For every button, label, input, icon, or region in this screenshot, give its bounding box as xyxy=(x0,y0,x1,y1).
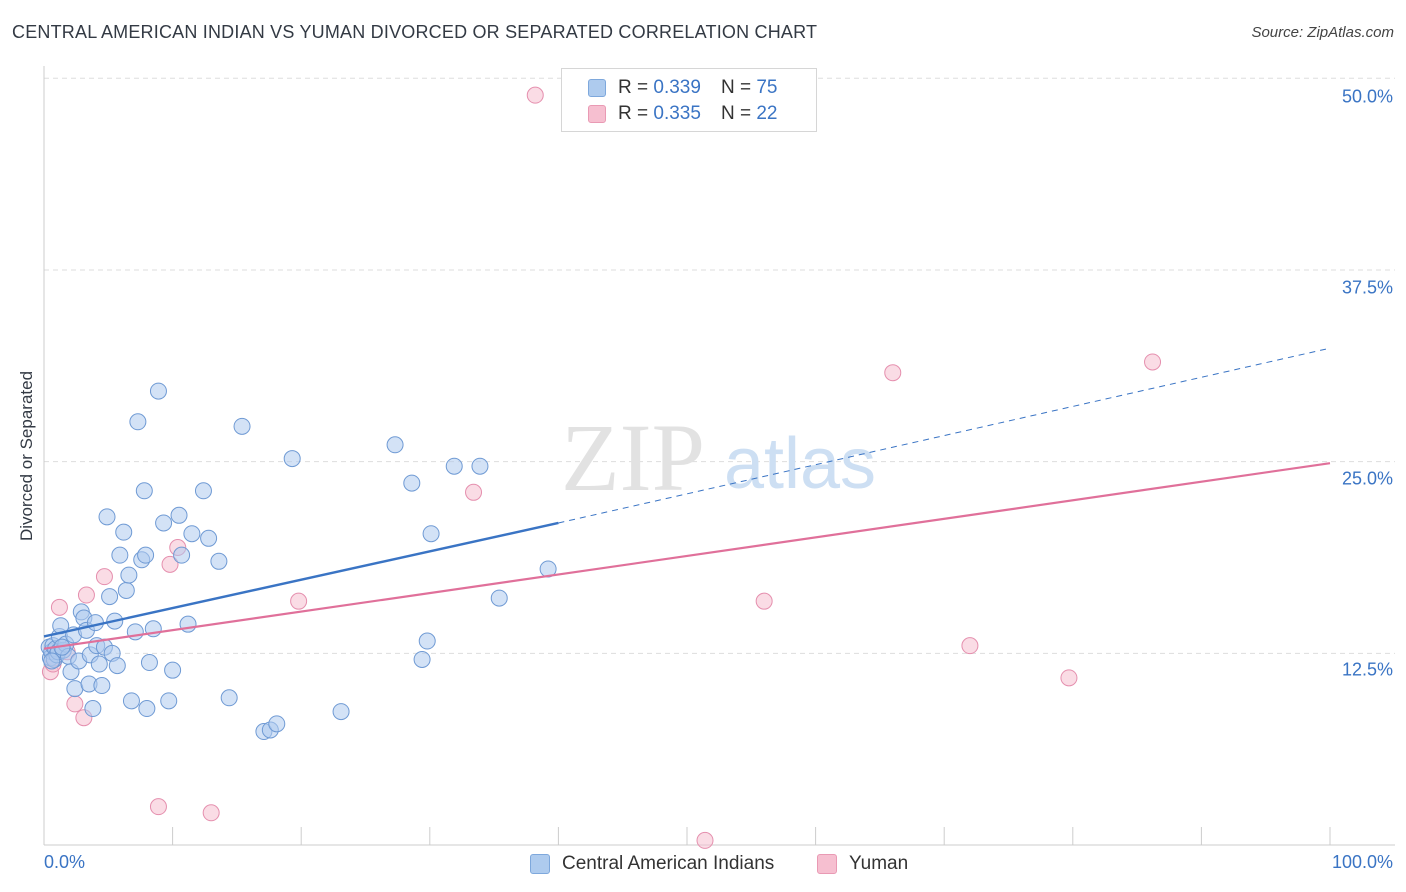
y-tick-label: 12.5% xyxy=(1341,659,1393,680)
central-american-indians-point xyxy=(115,523,133,541)
yuman-point xyxy=(202,804,220,822)
central-american-indians-point xyxy=(386,436,404,454)
central-american-indians-point xyxy=(137,546,155,564)
yuman-point xyxy=(884,364,902,382)
grid-lines xyxy=(44,77,1395,654)
yuman-point xyxy=(696,831,714,849)
central-american-indians-point xyxy=(135,482,153,500)
yuman-point xyxy=(526,86,544,104)
yuman-point xyxy=(149,798,167,816)
central-american-indians-point xyxy=(122,692,140,710)
central-american-indians-point xyxy=(84,700,102,718)
central-american-indians-point xyxy=(210,552,228,570)
central-american-indians-point xyxy=(117,581,135,599)
y-tick-label: 50.0% xyxy=(1341,86,1393,107)
bottom-legend-swatch-blue xyxy=(530,854,550,874)
bottom-legend-blue: Central American Indians xyxy=(530,853,774,875)
central-american-indians-point xyxy=(268,715,286,733)
central-american-indians-point xyxy=(129,413,147,431)
central-american-indians-point xyxy=(170,506,188,524)
x-tick-label-min: 0.0% xyxy=(44,852,86,872)
trend-lines xyxy=(43,347,1331,650)
central-american-indians-trend-line xyxy=(43,521,559,638)
central-american-indians-point xyxy=(66,680,84,698)
central-american-indians-point xyxy=(413,650,431,668)
central-american-indians-point xyxy=(283,450,301,468)
central-american-indians-point xyxy=(155,514,173,532)
watermark-zip: ZIP xyxy=(561,404,705,511)
central-american-indians-point xyxy=(200,529,218,547)
y-axis-label: Divorced or Separated xyxy=(17,370,36,542)
yuman-point xyxy=(755,592,773,610)
legend-r-label: R = xyxy=(618,77,649,98)
yuman-trend-line xyxy=(43,462,1331,650)
central-american-indians-point xyxy=(418,632,436,650)
y-tick-label: 37.5% xyxy=(1341,277,1393,298)
yuman-point xyxy=(50,598,68,616)
watermark: ZIP atlas xyxy=(561,404,876,511)
yuman-point xyxy=(95,568,113,586)
legend-r-label: R = xyxy=(618,103,649,124)
chart-title: CENTRAL AMERICAN INDIAN VS YUMAN DIVORCE… xyxy=(12,22,818,42)
central-american-indians-point xyxy=(43,652,61,670)
central-american-indians-point xyxy=(445,457,463,475)
yuman-point xyxy=(66,695,84,713)
central-american-indians-point xyxy=(471,457,489,475)
yuman-point xyxy=(77,586,95,604)
central-american-indians-point xyxy=(183,525,201,543)
central-american-indians-point xyxy=(164,661,182,679)
legend-swatch-pink xyxy=(588,105,606,123)
legend-r-value: 0.335 xyxy=(653,103,701,124)
central-american-indians-point xyxy=(90,655,108,673)
central-american-indians-point xyxy=(138,700,156,718)
bottom-legend-label-blue: Central American Indians xyxy=(562,853,775,874)
yuman-point xyxy=(290,592,308,610)
source-label: Source: ZipAtlas.com xyxy=(1251,24,1394,41)
legend-n-value: 22 xyxy=(756,103,778,124)
central-american-indians-point xyxy=(332,703,350,721)
legend-row-pink: R = 0.335 N = 22 xyxy=(588,103,777,125)
legend-row-blue: R = 0.339 N = 75 xyxy=(588,77,777,99)
central-american-indians-point xyxy=(403,474,421,492)
central-american-indians-point xyxy=(233,417,251,435)
central-american-indians-point xyxy=(194,482,212,500)
central-american-indians-point xyxy=(111,546,129,564)
yuman-point xyxy=(465,483,483,501)
legend-n-label: N = xyxy=(720,103,752,124)
central-american-indians-point xyxy=(98,508,116,526)
legend-n-value: 75 xyxy=(756,77,778,98)
correlation-legend: R = 0.339 N = 75 R = 0.335 N = 22 xyxy=(561,68,817,132)
central-american-indians-point xyxy=(108,657,126,675)
x-tick-label-max: 100.0% xyxy=(1331,852,1393,872)
central-american-indians-point xyxy=(120,566,138,584)
bottom-legend-label-pink: Yuman xyxy=(849,853,909,874)
central-american-indians-point xyxy=(93,677,111,695)
central-american-indians-point xyxy=(490,589,508,607)
central-american-indians-point xyxy=(140,654,158,672)
legend-r-value: 0.339 xyxy=(653,77,701,98)
central-american-indians-point xyxy=(101,588,119,606)
central-american-indians-points xyxy=(40,382,557,741)
yuman-point xyxy=(1144,353,1162,371)
central-american-indians-point xyxy=(149,382,167,400)
central-american-indians-point xyxy=(422,525,440,543)
legend-swatch-blue xyxy=(588,79,606,97)
yuman-point xyxy=(961,637,979,655)
bottom-legend-swatch-pink xyxy=(817,854,837,874)
central-american-indians-point xyxy=(173,546,191,564)
central-american-indians-point xyxy=(220,689,238,707)
yuman-point xyxy=(1060,669,1078,687)
y-tick-label: 25.0% xyxy=(1341,468,1393,489)
axes xyxy=(43,66,1395,846)
legend-n-label: N = xyxy=(720,77,752,98)
bottom-legend-pink: Yuman xyxy=(817,853,908,875)
central-american-indians-point xyxy=(160,692,178,710)
yuman-point xyxy=(161,555,179,573)
watermark-atlas: atlas xyxy=(724,424,876,504)
